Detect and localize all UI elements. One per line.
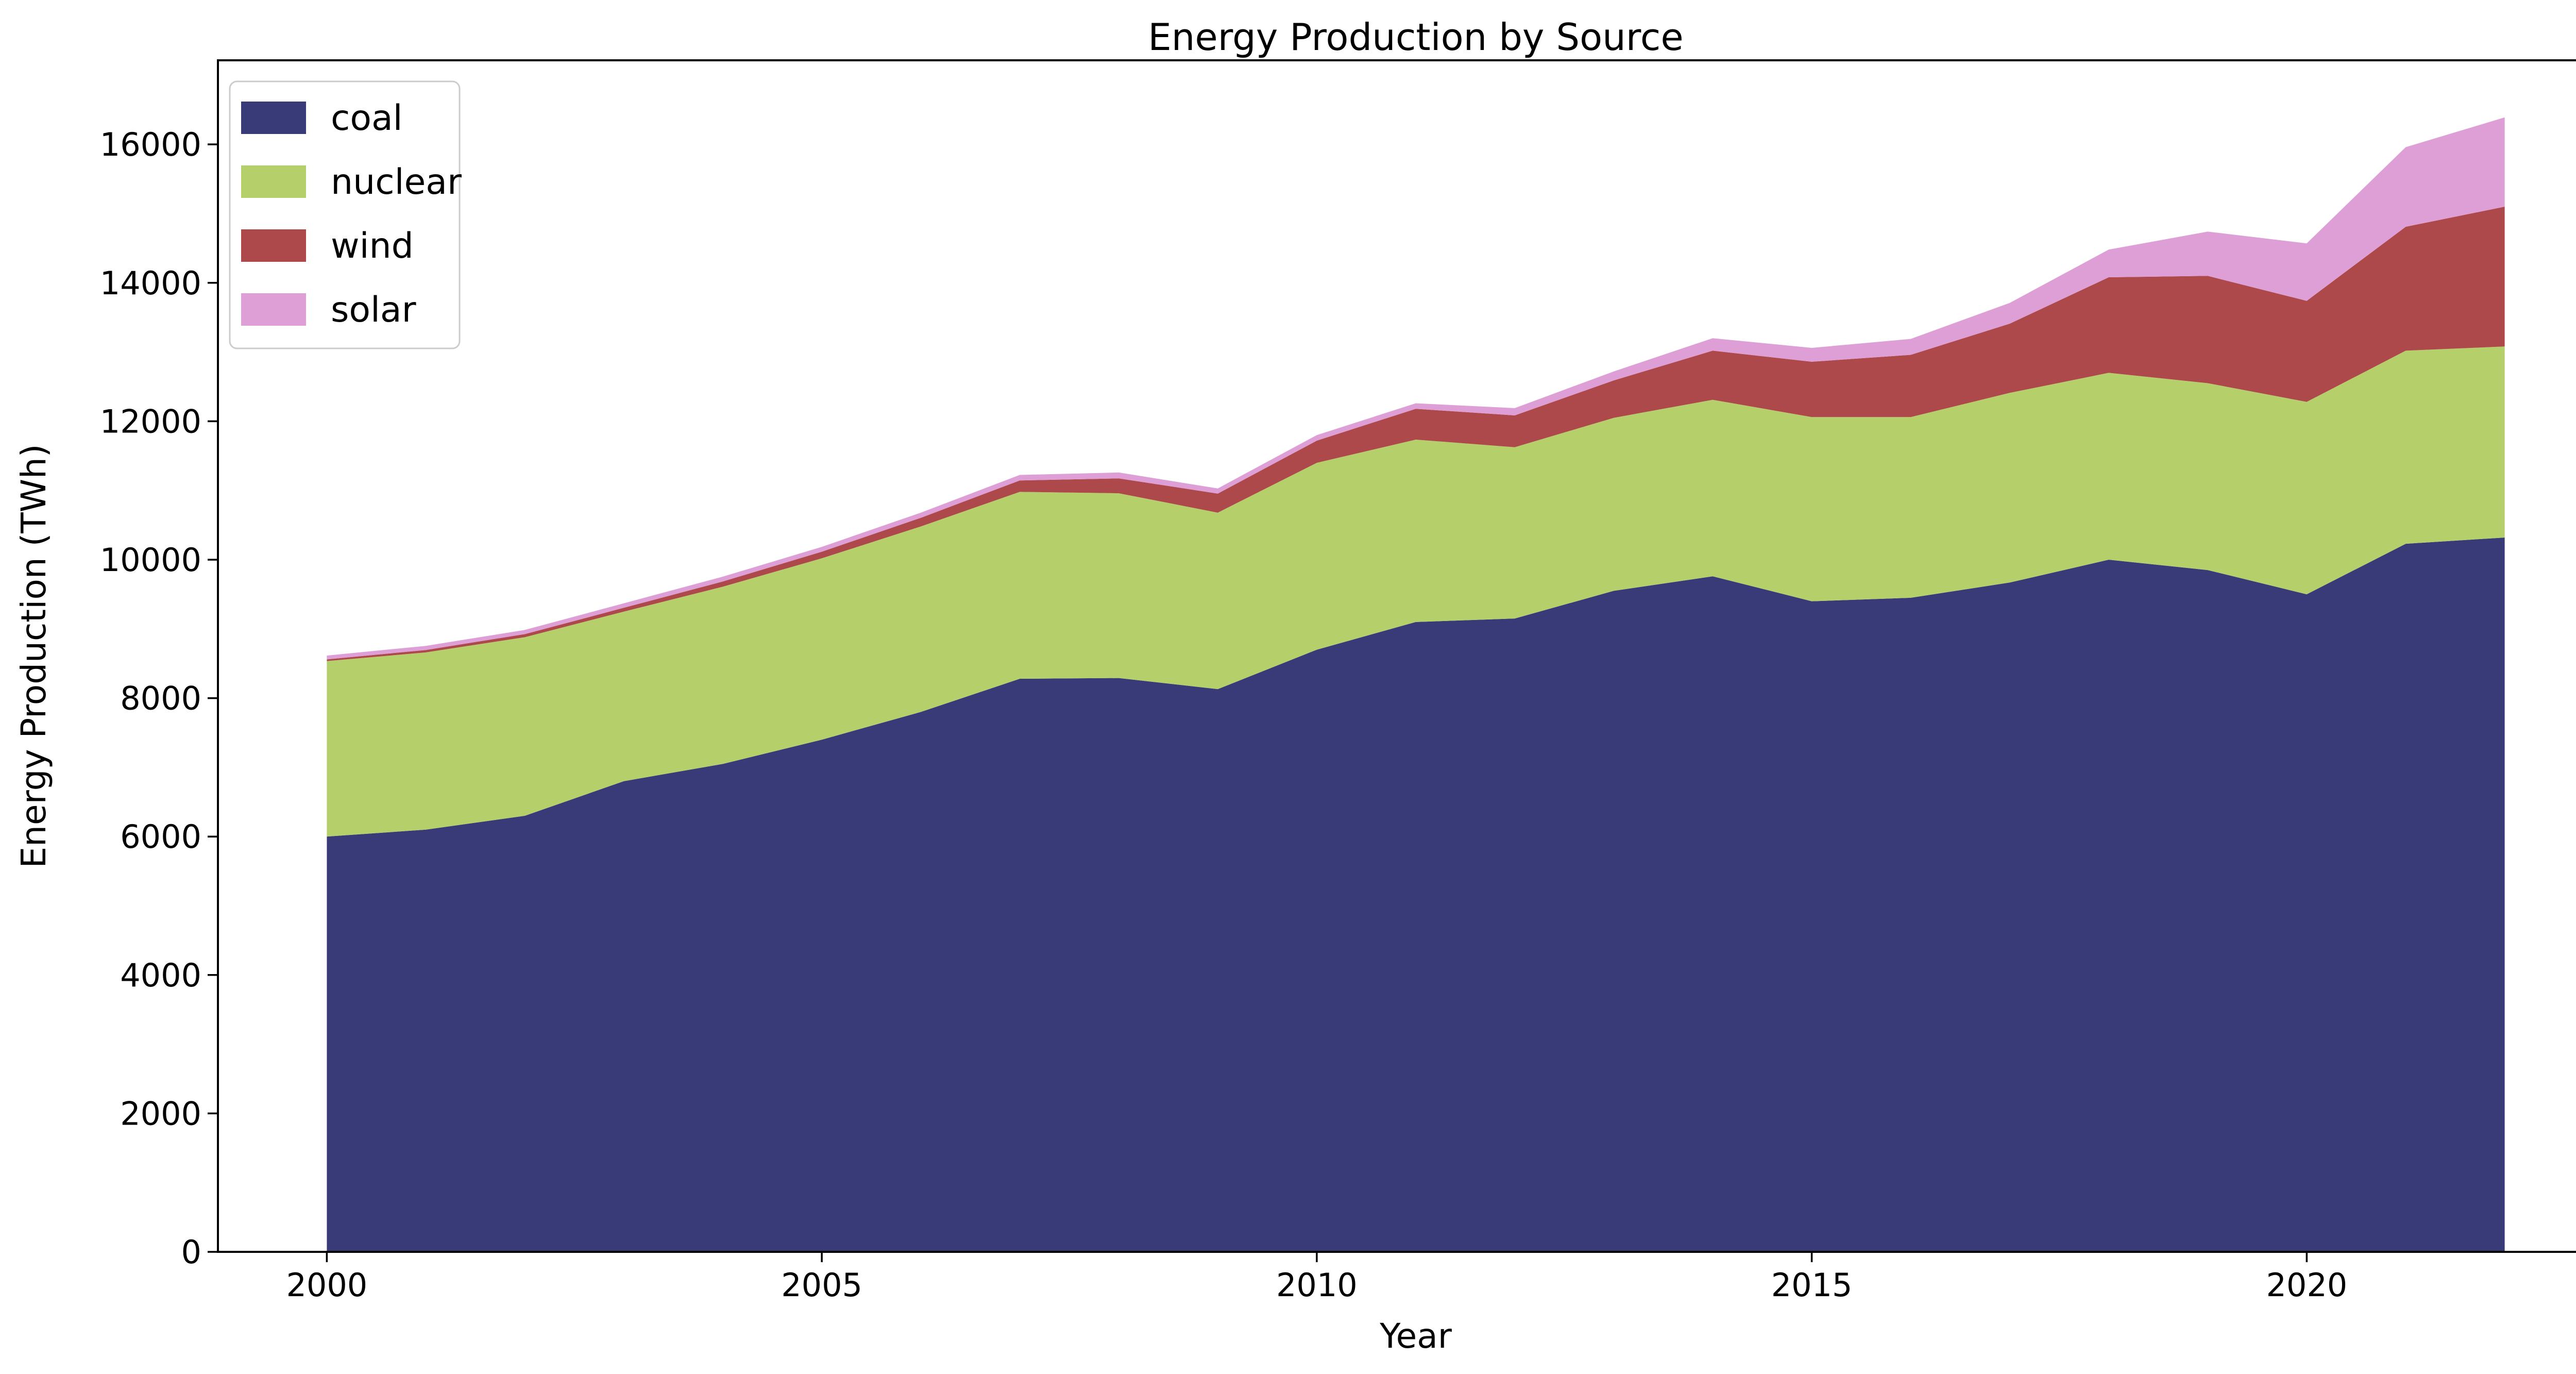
x-tick-label: 2000: [286, 1266, 367, 1304]
area-band-wind: [327, 207, 2505, 661]
legend-label-coal: coal: [331, 98, 403, 139]
y-axis-label: Energy Production (TWh): [14, 444, 54, 868]
y-tick-label: 14000: [100, 264, 201, 302]
legend-swatch-nuclear: [241, 165, 306, 198]
legend-label-wind: wind: [331, 226, 414, 266]
y-tick-label: 8000: [120, 680, 201, 717]
legend-box: [229, 80, 461, 349]
x-tick-label: 2020: [2266, 1266, 2347, 1304]
stacked-areas: [327, 117, 2505, 1252]
y-tick-label: 0: [181, 1233, 201, 1271]
legend-entries: coal nuclear wind solar: [241, 98, 462, 330]
chart-title: Energy Production by Source: [1148, 15, 1683, 59]
area-band-coal: [327, 538, 2505, 1252]
legend-swatch-coal: [241, 102, 306, 134]
legend-swatch-wind: [241, 229, 306, 262]
plot-frame: [217, 59, 2576, 1253]
x-tick-label: 2015: [1771, 1266, 1853, 1304]
legend-label-solar: solar: [331, 290, 416, 330]
legend-label-nuclear: nuclear: [331, 162, 462, 203]
y-tick-label: 2000: [120, 1095, 201, 1132]
y-tick-label: 16000: [100, 126, 201, 163]
y-tick-label: 12000: [100, 403, 201, 440]
x-tick-label: 2005: [781, 1266, 862, 1304]
x-tick-label: 2010: [1276, 1266, 1358, 1304]
x-axis: 2000 2005 2010 2015 2020: [286, 1252, 2347, 1304]
legend: coal nuclear wind solar: [229, 80, 462, 349]
y-tick-label: 4000: [120, 957, 201, 994]
y-tick-label: 6000: [120, 818, 201, 856]
legend-swatch-solar: [241, 293, 306, 326]
y-tick-label: 10000: [100, 541, 201, 579]
y-axis: 0 2000 4000 6000 8000 10000 12000 14000 16000: [100, 126, 218, 1271]
x-axis-label: Year: [1379, 1316, 1452, 1356]
area-band-nuclear: [327, 346, 2505, 837]
